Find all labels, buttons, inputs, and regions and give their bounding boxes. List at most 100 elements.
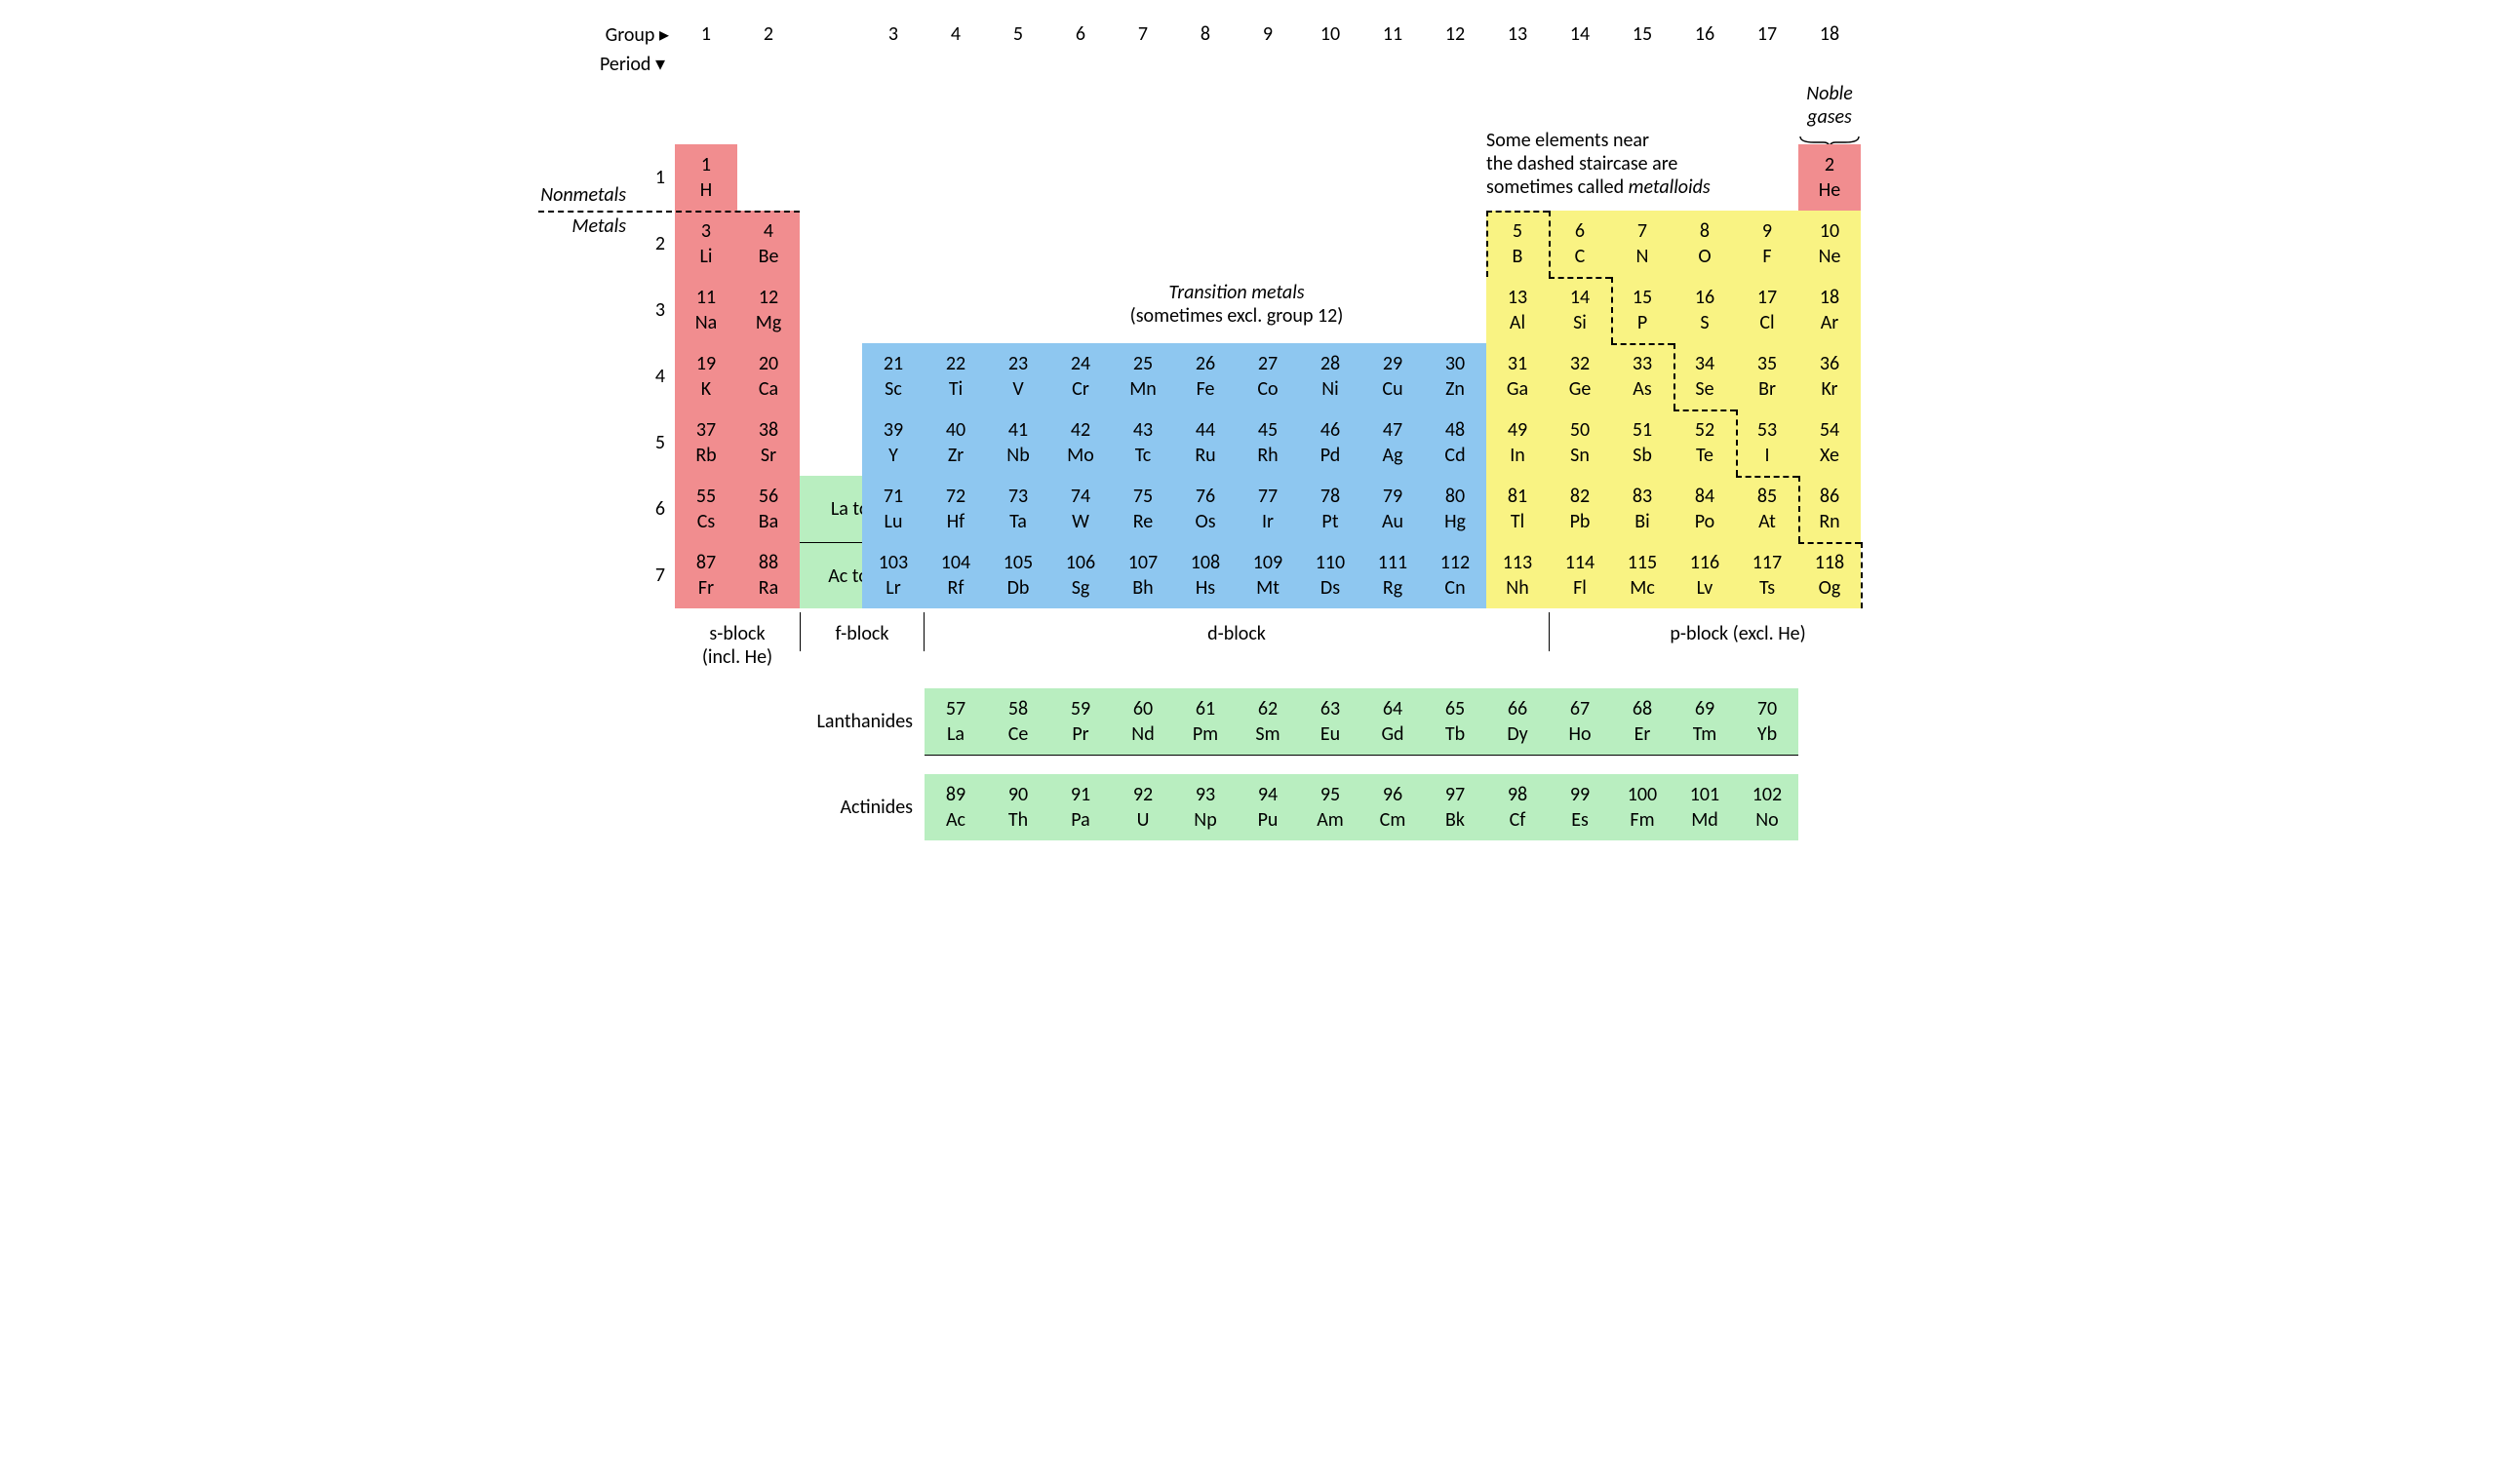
element-cell-Yb: 70Yb <box>1736 688 1798 755</box>
element-cell-Ts: 117Ts <box>1736 542 1798 608</box>
element-cell-Cr: 24Cr <box>1049 343 1112 409</box>
element-cell-Mg: 12Mg <box>737 277 800 343</box>
element-cell-O: 8O <box>1673 211 1736 277</box>
element-cell-Ds: 110Ds <box>1299 542 1361 608</box>
p-block-label: p-block (excl. He) <box>1551 616 1925 669</box>
period-number-1: 1 <box>538 144 675 211</box>
element-cell-Nh: 113Nh <box>1486 542 1549 608</box>
group-header-5: 4 <box>925 19 987 49</box>
element-cell-B: 5B <box>1486 211 1549 277</box>
element-cell-Cm: 96Cm <box>1361 774 1424 840</box>
nonmetal-metal-divider <box>538 211 800 213</box>
staircase-segment <box>1736 409 1738 476</box>
actinides-row: Actinides 89Ac90Th91Pa92U93Np94Pu95Am96C… <box>538 774 1982 840</box>
noble-gases-label: Noble gases <box>1798 82 1861 129</box>
element-cell-Cd: 48Cd <box>1424 409 1486 476</box>
d-block-label: d-block <box>925 616 1549 669</box>
element-cell-Ne: 10Ne <box>1798 211 1861 277</box>
group-header-15: 14 <box>1549 19 1611 49</box>
group-header-9: 8 <box>1174 19 1237 49</box>
element-cell-N: 7N <box>1611 211 1673 277</box>
element-cell-Ti: 22Ti <box>925 343 987 409</box>
element-cell-Er: 68Er <box>1611 688 1673 755</box>
element-cell-Fr: 87Fr <box>675 542 737 608</box>
element-cell-Tm: 69Tm <box>1673 688 1736 755</box>
element-cell-Zn: 30Zn <box>1424 343 1486 409</box>
element-cell-Mt: 109Mt <box>1237 542 1299 608</box>
element-cell-Th: 90Th <box>987 774 1049 840</box>
element-cell-Rb: 37Rb <box>675 409 737 476</box>
s-block-label: s-block(incl. He) <box>675 616 800 669</box>
element-cell-Mo: 42Mo <box>1049 409 1112 476</box>
group-header-4: 3 <box>862 19 925 49</box>
element-cell-Pb: 82Pb <box>1549 476 1611 542</box>
block-labels: s-block(incl. He) f-block d-block p-bloc… <box>538 616 1982 669</box>
element-cell-P: 15P <box>1611 277 1673 343</box>
element-cell-Ac: 89Ac <box>925 774 987 840</box>
group-header-16: 15 <box>1611 19 1673 49</box>
element-cell-Pd: 46Pd <box>1299 409 1361 476</box>
element-cell-Cl: 17Cl <box>1736 277 1798 343</box>
element-cell-Pa: 91Pa <box>1049 774 1112 840</box>
element-cell-Be: 4Be <box>737 211 800 277</box>
staircase-segment <box>1798 476 1800 542</box>
group-header-14: 13 <box>1486 19 1549 49</box>
element-cell-Co: 27Co <box>1237 343 1299 409</box>
element-cell-Fl: 114Fl <box>1549 542 1611 608</box>
element-cell-Re: 75Re <box>1112 476 1174 542</box>
element-cell-Nd: 60Nd <box>1112 688 1174 755</box>
noble-line2: gases <box>1807 105 1852 129</box>
element-cell-Bh: 107Bh <box>1112 542 1174 608</box>
element-cell-Ge: 32Ge <box>1549 343 1611 409</box>
element-cell-Al: 13Al <box>1486 277 1549 343</box>
group-label: Group ▸ <box>538 19 675 49</box>
element-cell-La: 57La <box>925 688 987 755</box>
element-cell-In: 49In <box>1486 409 1549 476</box>
element-cell-Se: 34Se <box>1673 343 1736 409</box>
element-cell-Na: 11Na <box>675 277 737 343</box>
element-cell-U: 92U <box>1112 774 1174 840</box>
element-cell-Pt: 78Pt <box>1299 476 1361 542</box>
element-cell-Tc: 43Tc <box>1112 409 1174 476</box>
element-cell-Tb: 65Tb <box>1424 688 1486 755</box>
element-cell-Os: 76Os <box>1174 476 1237 542</box>
staircase-segment <box>1673 343 1675 409</box>
period-number-6: 6 <box>538 476 675 542</box>
element-cell-Np: 93Np <box>1174 774 1237 840</box>
element-cell-Lu: 71Lu <box>862 476 925 542</box>
element-cell-Db: 105Db <box>987 542 1049 608</box>
period-number-2: 2 <box>538 211 675 277</box>
group-header-17: 16 <box>1673 19 1736 49</box>
group-header-1: 1 <box>675 19 737 49</box>
element-cell-Si: 14Si <box>1549 277 1611 343</box>
element-cell-Md: 101Md <box>1673 774 1736 840</box>
element-cell-Bi: 83Bi <box>1611 476 1673 542</box>
group-header-6: 5 <box>987 19 1049 49</box>
group-header-19: 18 <box>1798 19 1861 49</box>
element-cell-No: 102No <box>1736 774 1798 840</box>
element-cell-Fe: 26Fe <box>1174 343 1237 409</box>
element-cell-Li: 3Li <box>675 211 737 277</box>
element-cell-He: 2He <box>1798 144 1861 211</box>
group-header-11: 10 <box>1299 19 1361 49</box>
period-label: Period ▾ <box>538 49 675 78</box>
element-cell-Ir: 77Ir <box>1237 476 1299 542</box>
element-cell-Xe: 54Xe <box>1798 409 1861 476</box>
staircase-segment <box>1736 476 1798 478</box>
element-cell-Gd: 64Gd <box>1361 688 1424 755</box>
element-cell-Rn: 86Rn <box>1798 476 1861 542</box>
element-cell-Cu: 29Cu <box>1361 343 1424 409</box>
group-header-12: 11 <box>1361 19 1424 49</box>
element-cell-Hf: 72Hf <box>925 476 987 542</box>
element-cell-Ar: 18Ar <box>1798 277 1861 343</box>
element-cell-Mc: 115Mc <box>1611 542 1673 608</box>
element-cell-Pm: 61Pm <box>1174 688 1237 755</box>
period-number-3: 3 <box>538 277 675 343</box>
element-cell-Sg: 106Sg <box>1049 542 1112 608</box>
element-cell-Am: 95Am <box>1299 774 1361 840</box>
element-cell-Hs: 108Hs <box>1174 542 1237 608</box>
element-cell-At: 85At <box>1736 476 1798 542</box>
element-cell-V: 23V <box>987 343 1049 409</box>
element-cell-I: 53I <box>1736 409 1798 476</box>
element-cell-Dy: 66Dy <box>1486 688 1549 755</box>
